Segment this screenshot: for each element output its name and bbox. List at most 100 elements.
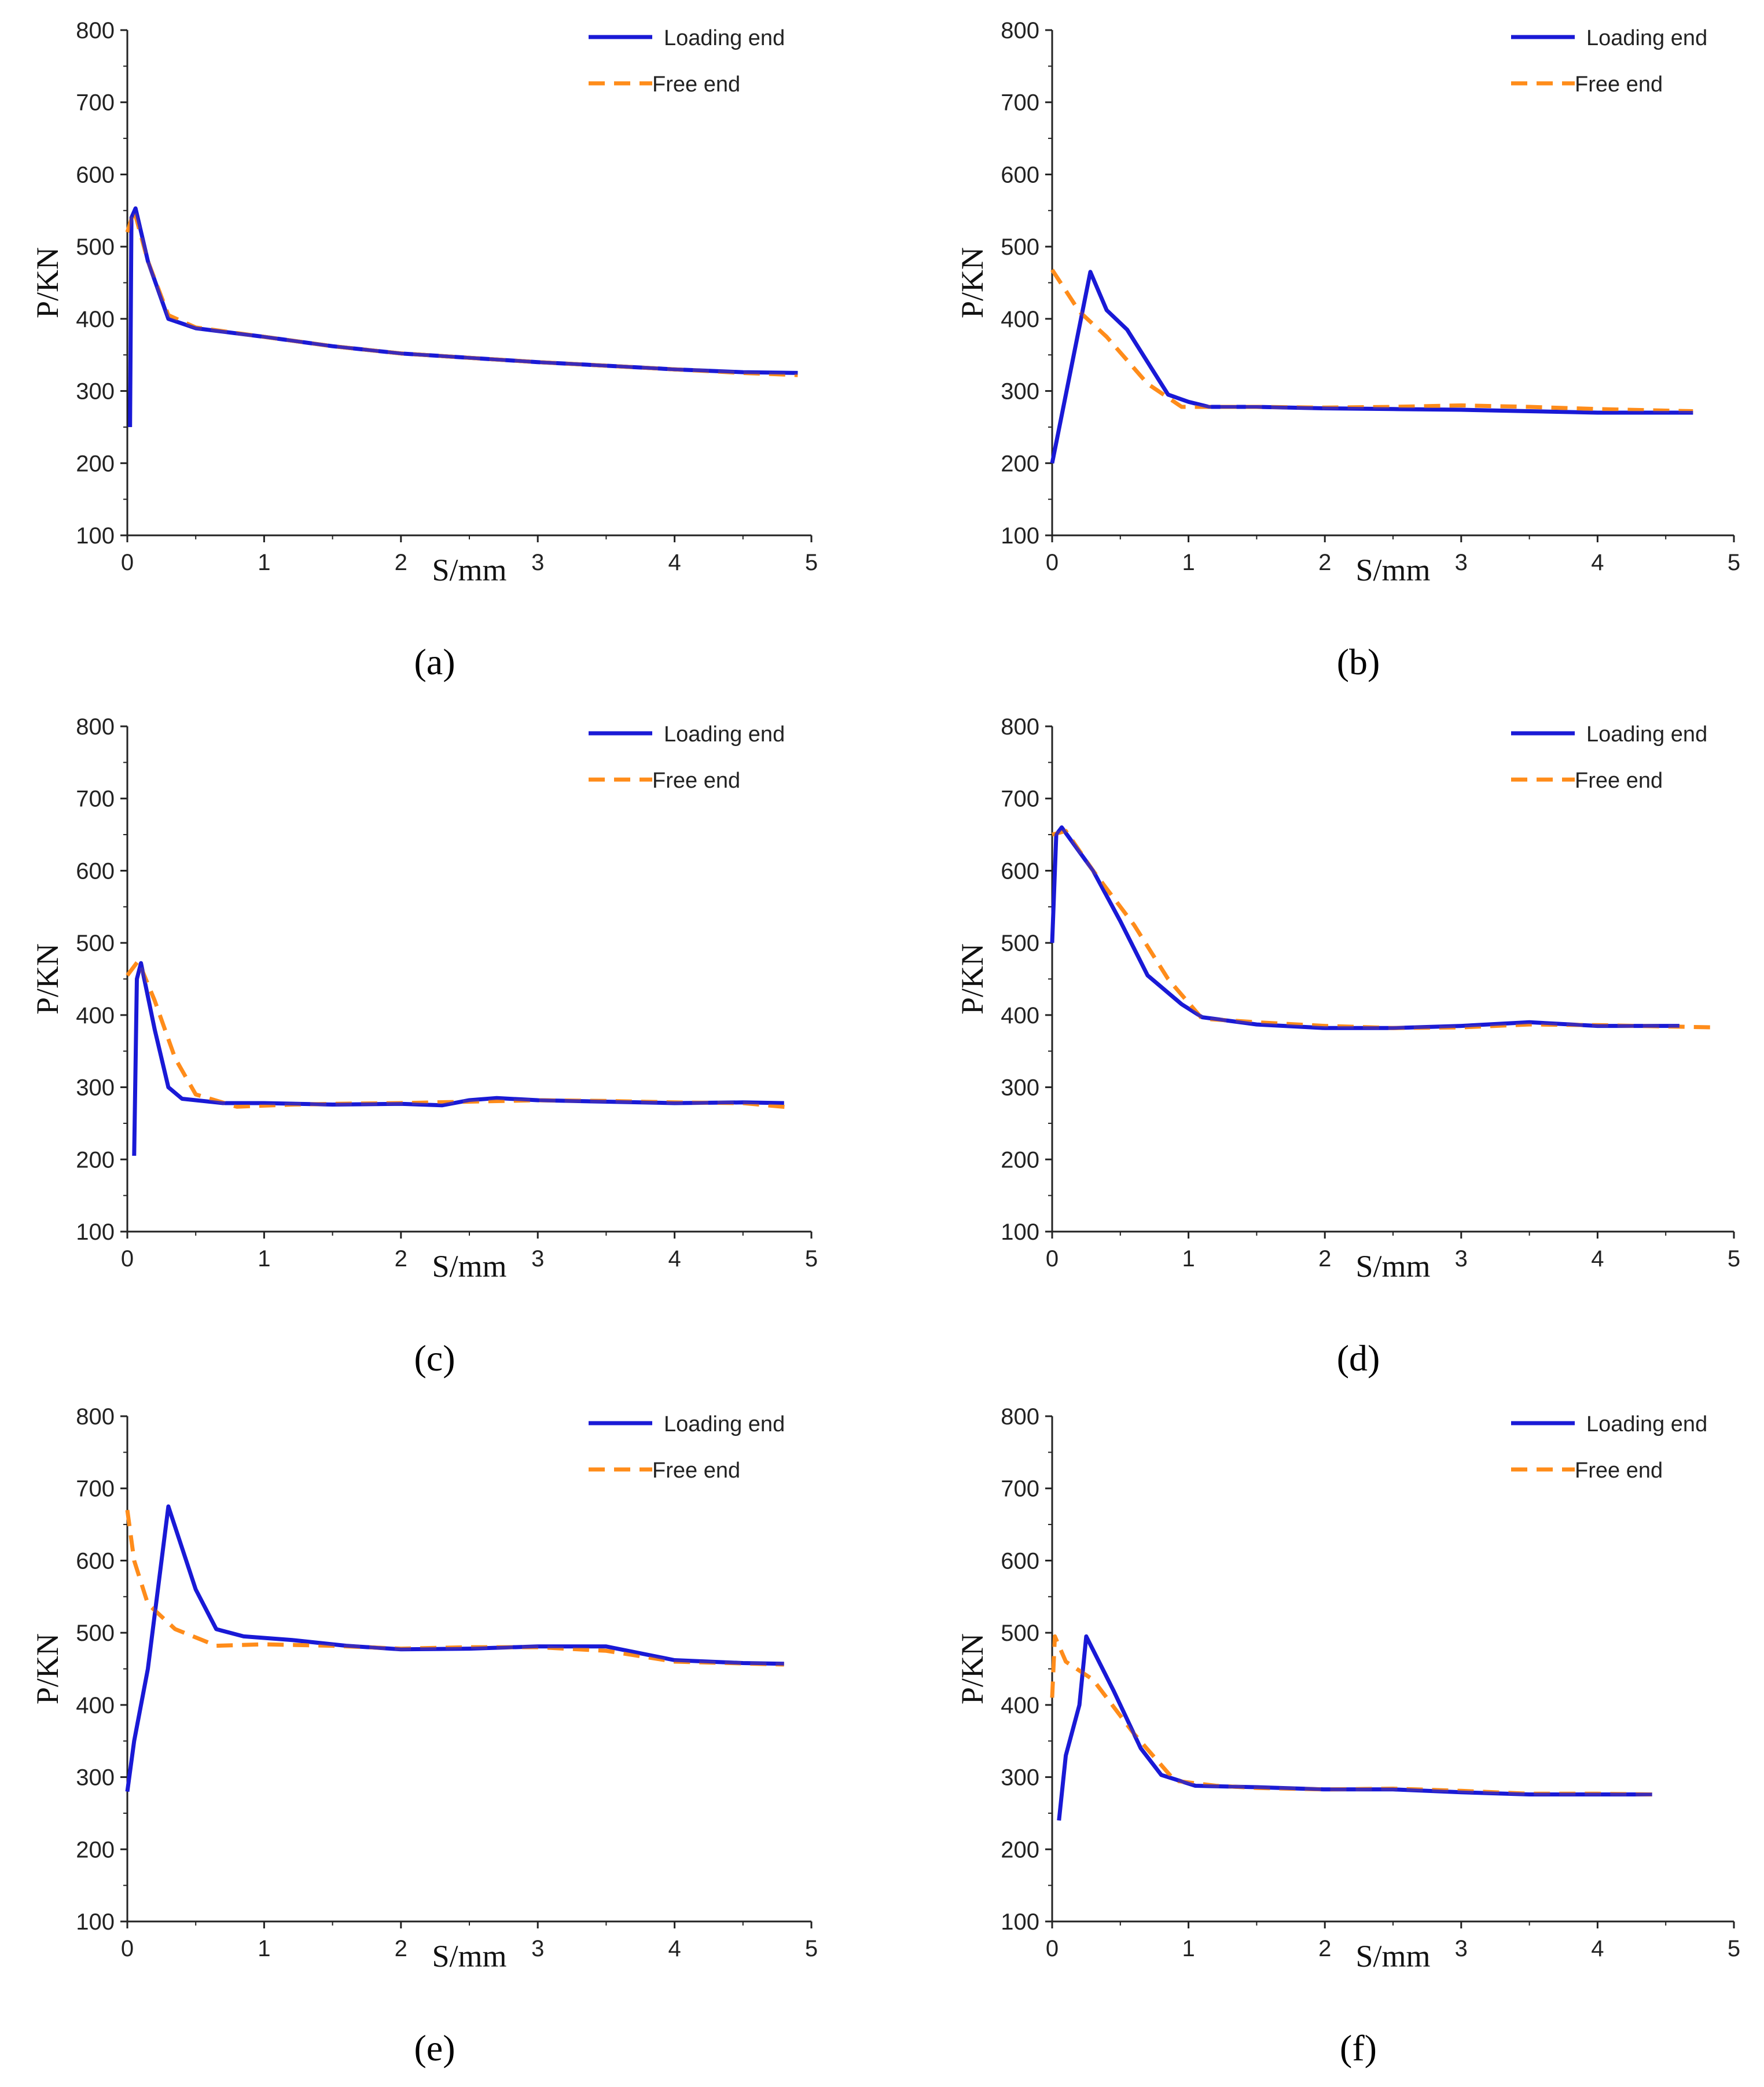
x-tick-label: 5 <box>1728 550 1740 575</box>
legend-label-loading-end: Loading end <box>664 26 785 50</box>
panel-caption: (f) <box>1340 2027 1377 2068</box>
series-line-loading-end-overlay <box>1050 825 1680 1030</box>
y-tick-label: 200 <box>76 451 115 476</box>
legend-label-free-end: Free end <box>1575 1458 1663 1483</box>
legend-label-free-end: Free end <box>652 769 740 793</box>
legend-label-loading-end: Loading end <box>1586 722 1707 747</box>
legend-label-loading-end: Loading end <box>1586 26 1707 50</box>
legend-label-loading-end: Loading end <box>1586 1412 1707 1436</box>
x-tick-label: 5 <box>805 550 818 575</box>
y-tick-label: 200 <box>1001 1147 1039 1173</box>
panel-caption: (d) <box>1337 1338 1380 1379</box>
chart-panel-d: 100 200 300 400 500 600 700 800 0 1 2 3 4 5 P/KN S/mm Lo… <box>955 714 1740 1379</box>
legend-label-free-end: Free end <box>1575 72 1663 97</box>
y-tick-label: 800 <box>1001 18 1039 43</box>
x-tick-label: 1 <box>258 550 270 575</box>
y-tick-label: 800 <box>1001 1404 1039 1430</box>
y-tick-label: 300 <box>1001 1765 1039 1791</box>
y-tick-label: 300 <box>76 1765 115 1791</box>
panel-caption: (e) <box>414 2027 455 2068</box>
series-line-free-end <box>1050 1634 1652 1796</box>
x-tick-label: 2 <box>395 1936 407 1961</box>
y-tick-label: 100 <box>1001 1909 1039 1935</box>
x-axis-title: S/mm <box>432 553 506 587</box>
y-tick-label: 600 <box>1001 1548 1039 1574</box>
x-tick-label: 2 <box>1318 1936 1331 1961</box>
y-tick-label: 500 <box>1001 234 1039 260</box>
y-axis-title: P/KN <box>955 247 990 318</box>
y-tick-label: 200 <box>76 1147 115 1173</box>
y-tick-label: 300 <box>1001 379 1039 405</box>
chart-panel-e: 100 200 300 400 500 600 700 800 0 1 2 3 4 5 P/KN S/mm Lo… <box>30 1404 818 2068</box>
x-tick-label: 0 <box>1046 550 1059 575</box>
y-tick-label: 700 <box>1001 1476 1039 1502</box>
x-tick-label: 5 <box>1728 1246 1740 1272</box>
x-tick-label: 3 <box>1455 1246 1468 1272</box>
series-line-free-end <box>125 1509 784 1667</box>
x-tick-label: 3 <box>531 1936 544 1961</box>
y-tick-label: 500 <box>1001 931 1039 956</box>
y-tick-label: 100 <box>1001 523 1039 549</box>
x-tick-label: 2 <box>395 1246 407 1272</box>
y-axis-title: P/KN <box>30 247 65 318</box>
y-tick-label: 300 <box>1001 1075 1039 1101</box>
series-line-free-end <box>125 208 798 377</box>
x-tick-label: 5 <box>805 1246 818 1272</box>
y-tick-label: 600 <box>1001 858 1039 884</box>
x-axis-title: S/mm <box>1355 553 1430 587</box>
series-line-loading-end-overlay <box>132 961 784 1156</box>
y-tick-label: 600 <box>76 1548 115 1574</box>
y-tick-label: 800 <box>76 1404 115 1430</box>
x-tick-label: 1 <box>1182 550 1195 575</box>
x-tick-label: 2 <box>395 550 407 575</box>
legend-label-free-end: Free end <box>652 72 740 97</box>
x-tick-label: 5 <box>805 1936 818 1961</box>
series-line-loading-end <box>128 206 798 427</box>
panel-caption: (a) <box>414 641 455 682</box>
chart-panel-c: 100 200 300 400 500 600 700 800 0 1 2 3 4 5 P/KN S/mm Lo… <box>30 714 818 1379</box>
x-tick-label: 3 <box>1455 1936 1468 1961</box>
chart-panel-b: 100 200 300 400 500 600 700 800 0 1 2 3 4 5 P/KN S/mm Lo… <box>955 18 1740 682</box>
x-tick-label: 4 <box>668 1936 681 1961</box>
x-axis-title: S/mm <box>432 1939 506 1974</box>
series-line-loading-end-overlay <box>1057 1634 1652 1821</box>
x-tick-label: 2 <box>1318 1246 1331 1272</box>
series-line-free-end <box>126 958 791 1109</box>
x-tick-label: 4 <box>668 1246 681 1272</box>
x-axis-title: S/mm <box>1355 1249 1430 1284</box>
y-tick-label: 100 <box>1001 1219 1039 1245</box>
y-tick-label: 800 <box>76 18 115 43</box>
y-tick-label: 400 <box>76 1693 115 1718</box>
y-tick-label: 200 <box>1001 451 1039 476</box>
y-tick-label: 100 <box>76 523 115 549</box>
x-tick-label: 0 <box>121 1246 134 1272</box>
y-tick-label: 400 <box>76 307 115 332</box>
series-line-loading-end <box>1050 825 1680 1030</box>
series-line-loading-end-overlay <box>128 207 798 427</box>
x-axis-title: S/mm <box>432 1249 506 1284</box>
y-tick-label: 100 <box>76 1219 115 1245</box>
y-axis-title: P/KN <box>955 1633 990 1704</box>
x-axis-title: S/mm <box>1355 1939 1430 1974</box>
y-tick-label: 500 <box>76 234 115 260</box>
x-tick-label: 0 <box>1046 1246 1059 1272</box>
y-tick-label: 700 <box>76 787 115 812</box>
legend-label-loading-end: Loading end <box>664 722 785 747</box>
series-line-free-end <box>1052 829 1714 1030</box>
x-tick-label: 1 <box>258 1936 270 1961</box>
chart-panel-f: 100 200 300 400 500 600 700 800 0 1 2 3 4 5 P/KN S/mm Lo… <box>955 1404 1740 2068</box>
y-tick-label: 400 <box>1001 1693 1039 1718</box>
legend-label-loading-end: Loading end <box>664 1412 785 1436</box>
legend-label-free-end: Free end <box>652 1458 740 1483</box>
y-tick-label: 300 <box>76 379 115 405</box>
x-tick-label: 2 <box>1318 550 1331 575</box>
y-tick-label: 500 <box>1001 1621 1039 1646</box>
y-tick-label: 700 <box>76 90 115 116</box>
x-tick-label: 3 <box>531 1246 544 1272</box>
x-tick-label: 1 <box>1182 1246 1195 1272</box>
legend-label-free-end: Free end <box>1575 769 1663 793</box>
x-tick-label: 4 <box>668 550 681 575</box>
x-tick-label: 3 <box>531 550 544 575</box>
y-tick-label: 700 <box>76 1476 115 1502</box>
chart-panel-a: 100 200 300 400 500 600 700 800 0 1 2 3 4 5 P/KN S/mm Lo… <box>30 18 818 682</box>
